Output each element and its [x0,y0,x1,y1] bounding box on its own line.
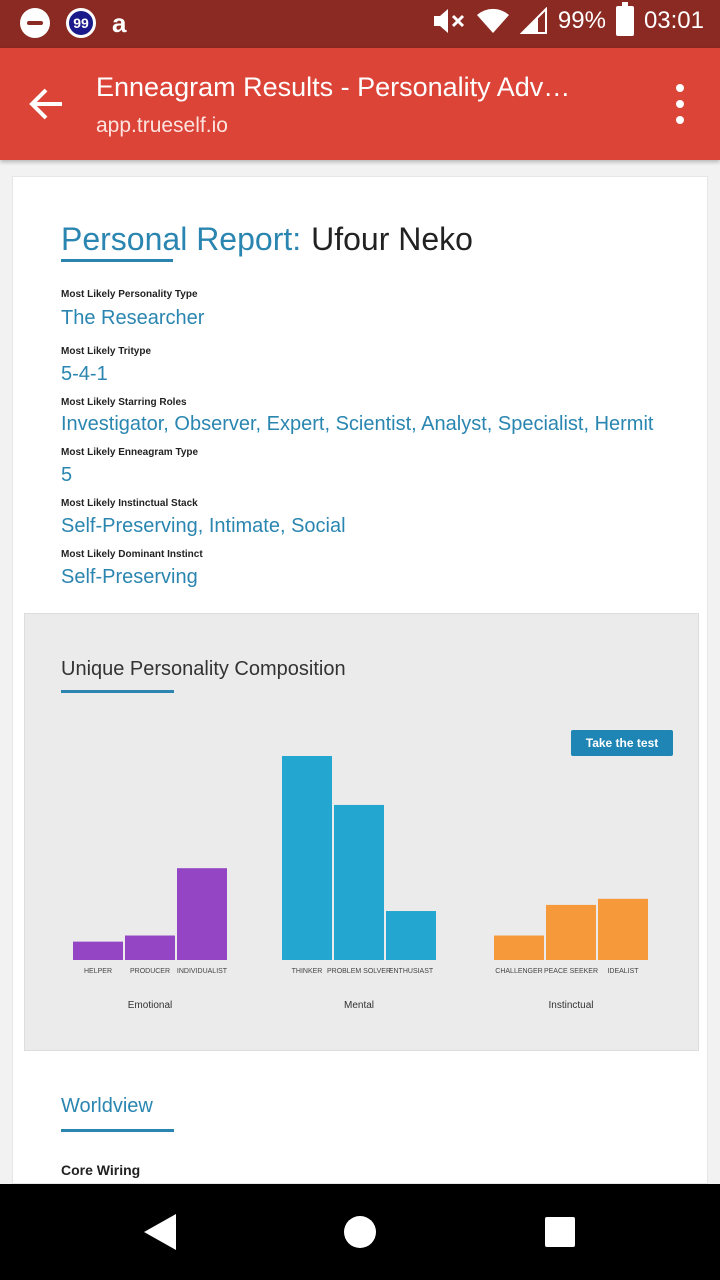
battery-icon [615,2,634,36]
bar-problem-solver [334,804,384,960]
enneagram-type-label: Most Likely Enneagram Type [61,447,199,458]
page-title: Enneagram Results - Personality Adv… [96,72,571,102]
status-bar: 99 a 99% 03:01 [0,0,720,48]
tick-label-peace-seeker: PEACE SEEKER [544,968,598,975]
back-triangle-icon[interactable] [130,1204,190,1260]
worldview-underline [61,1129,174,1132]
bar-individualist [177,868,227,960]
heading-underline [61,259,173,262]
tick-label-individualist: INDIVIDUALIST [177,968,228,975]
personality-type-value: The Researcher [61,307,205,329]
report-label: Personal Report: [61,221,302,257]
composition-underline [61,690,174,693]
bar-challenger [494,935,544,960]
more-vert-icon[interactable] [670,84,690,124]
personality-type-label: Most Likely Personality Type [61,289,198,300]
tick-label-idealist: IDEALIST [607,968,639,975]
home-circle-icon[interactable] [330,1204,390,1260]
composition-panel: HELPER PRODUCER INDIVIDUALIST Emotional THIN… [24,613,699,1051]
app-a-icon: a [112,8,127,38]
group-label-instinctual: Instinctual [548,1000,593,1011]
starring-roles-value: Investigator, Observer, Expert, Scientis… [61,413,654,435]
tick-label-producer: PRODUCER [130,968,170,975]
group-label-mental: Mental [344,1000,374,1011]
recents-square-icon[interactable] [530,1204,590,1260]
group-label-emotional: Emotional [128,1000,172,1011]
mute-icon [432,6,466,36]
tick-label-enthusiast: ENTHUSIAST [389,968,434,975]
page-url: app.trueself.io [96,114,228,137]
bar-peace-seeker [546,904,596,960]
minus-circle-icon [20,8,50,38]
tick-label-thinker: THINKER [292,968,323,975]
tick-label-challenger: CHALLENGER [495,968,542,975]
enneagram-type-value: 5 [61,464,73,486]
bar-thinker [282,756,332,960]
wifi-icon [476,7,510,35]
worldview-title: Worldview [61,1095,153,1117]
composition-chart: HELPER PRODUCER INDIVIDUALIST Emotional THIN… [73,756,648,1011]
tritype-value: 5-4-1 [61,363,108,385]
bar-producer [125,935,175,960]
core-wiring-heading: Core Wiring [61,1162,141,1178]
notification-99-icon: 99 [66,8,96,38]
navigation-bar [0,1184,720,1280]
report-page: Personal Report: Ufour Neko Most Likely P… [12,176,708,1184]
report-name: Ufour Neko [311,221,473,257]
app-bar: Enneagram Results - Personality Adv… app… [0,48,720,160]
tritype-label: Most Likely Tritype [61,346,152,357]
instinctual-stack-label: Most Likely Instinctual Stack [61,498,198,509]
bar-idealist [598,898,648,960]
tick-label-problem-solver: PROBLEM SOLVER [327,968,391,975]
back-arrow-icon[interactable] [24,82,68,126]
report-heading: Personal Report: Ufour Neko [61,221,473,258]
badge-count: 99 [73,15,89,31]
composition-title: Unique Personality Composition [61,658,346,680]
clock: 03:01 [643,7,704,34]
instinctual-stack-value: Self-Preserving, Intimate, Social [61,515,346,537]
signal-icon [519,7,548,35]
dominant-instinct-value: Self-Preserving [61,566,198,588]
starring-roles-label: Most Likely Starring Roles [61,397,187,408]
dominant-instinct-label: Most Likely Dominant Instinct [61,549,203,560]
battery-percent: 99% [557,7,606,34]
take-test-button[interactable]: Take the test [571,730,673,756]
tick-label-helper: HELPER [84,968,112,975]
bar-helper [73,941,123,960]
bar-enthusiast [386,911,436,960]
